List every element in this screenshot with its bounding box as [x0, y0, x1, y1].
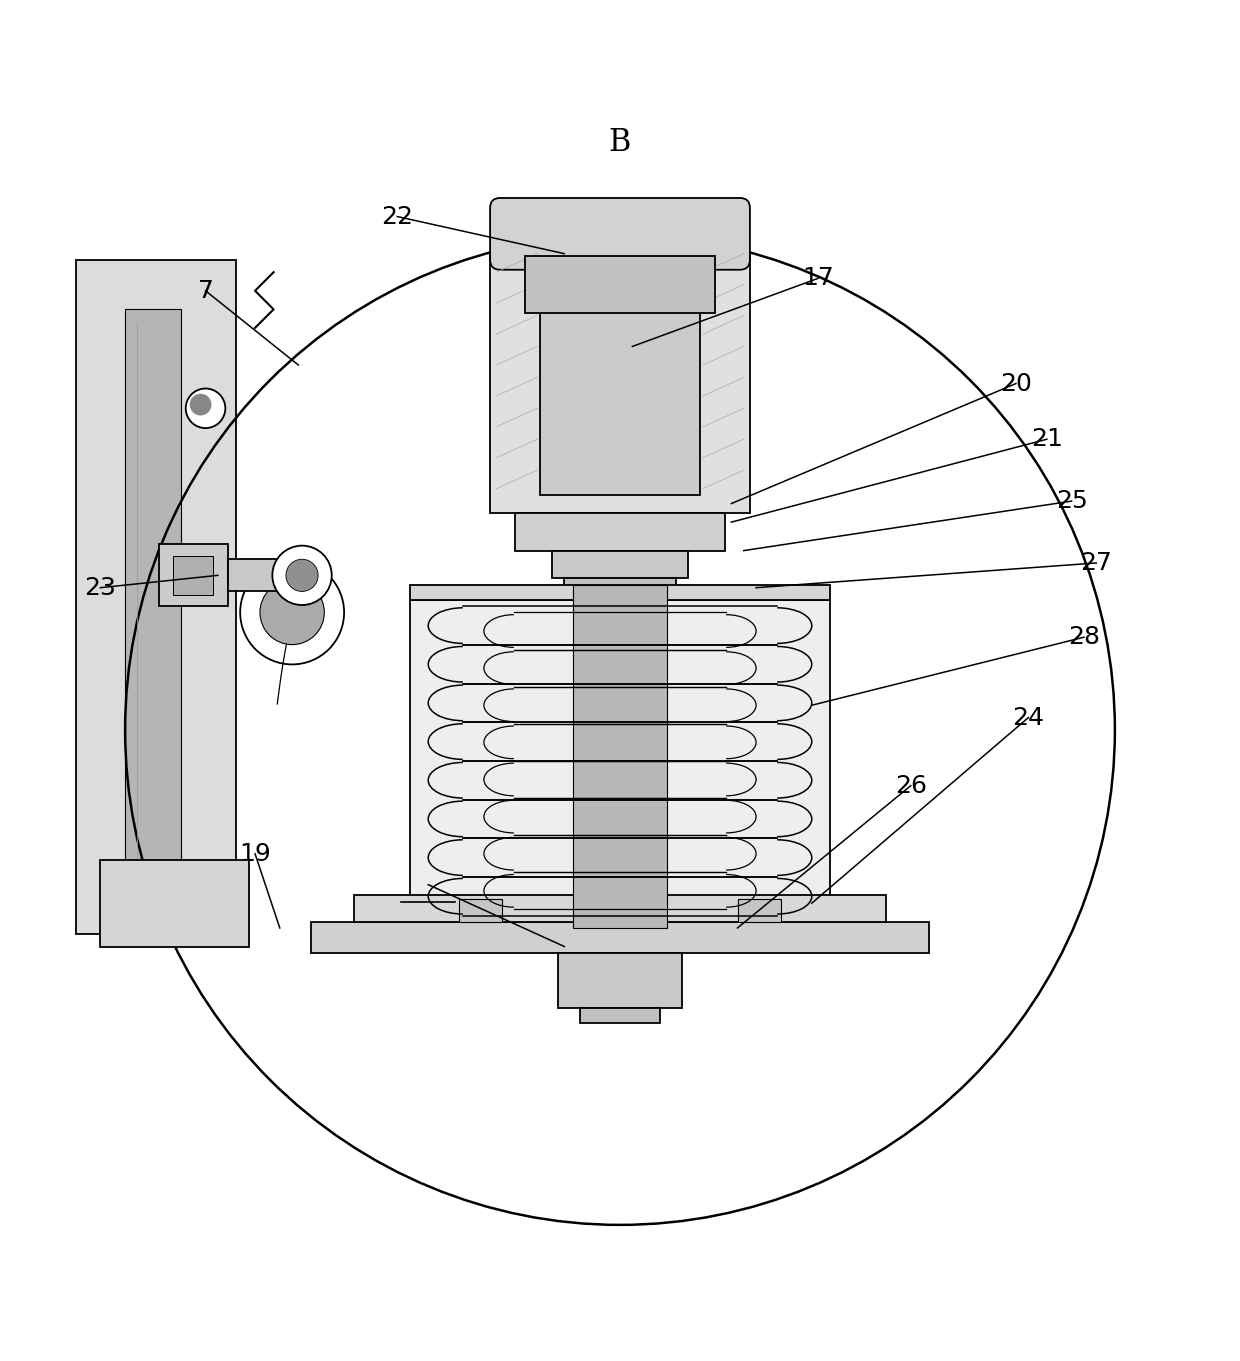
- Bar: [353, 894, 887, 921]
- Bar: [76, 260, 237, 934]
- Text: 7: 7: [197, 279, 213, 302]
- Circle shape: [190, 393, 212, 415]
- Text: 28: 28: [1068, 625, 1100, 649]
- Bar: [738, 900, 781, 921]
- Circle shape: [260, 580, 325, 645]
- Circle shape: [286, 559, 319, 592]
- Bar: [580, 1009, 660, 1023]
- Bar: [100, 860, 249, 946]
- Text: B: B: [609, 127, 631, 158]
- Text: 20: 20: [999, 372, 1032, 396]
- Text: 23: 23: [84, 576, 117, 600]
- Bar: [174, 555, 213, 595]
- Bar: [459, 900, 502, 921]
- Bar: [311, 921, 929, 953]
- Bar: [490, 253, 750, 513]
- Text: 18: 18: [412, 872, 444, 897]
- Text: 24: 24: [1012, 705, 1044, 729]
- Text: 27: 27: [1080, 551, 1112, 574]
- Bar: [539, 279, 701, 495]
- Bar: [564, 578, 676, 600]
- Text: 26: 26: [895, 773, 926, 798]
- Text: 17: 17: [802, 267, 833, 290]
- Text: 21: 21: [1030, 427, 1063, 452]
- Circle shape: [186, 388, 226, 429]
- Circle shape: [241, 561, 343, 664]
- Bar: [558, 953, 682, 1009]
- Bar: [228, 559, 290, 592]
- Bar: [409, 600, 831, 921]
- Bar: [159, 544, 228, 606]
- Text: 22: 22: [382, 204, 413, 229]
- Bar: [573, 585, 667, 928]
- Text: 25: 25: [1055, 489, 1087, 513]
- Text: 19: 19: [239, 841, 270, 866]
- Bar: [125, 309, 181, 885]
- Bar: [552, 551, 688, 578]
- FancyBboxPatch shape: [490, 197, 750, 269]
- Circle shape: [273, 546, 332, 606]
- Bar: [525, 256, 715, 313]
- Bar: [515, 513, 725, 551]
- Bar: [409, 585, 831, 600]
